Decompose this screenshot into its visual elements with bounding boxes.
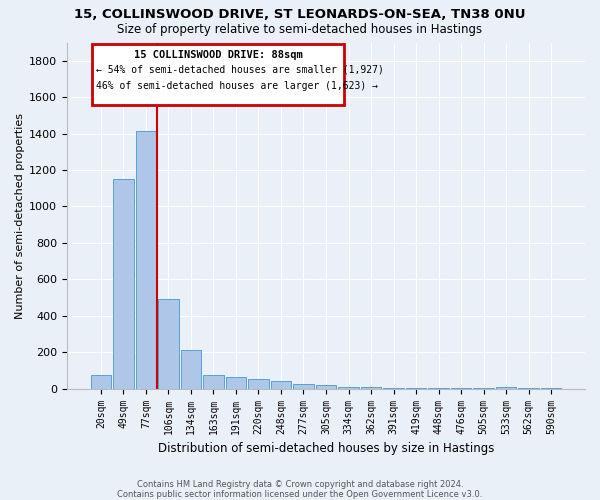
Bar xyxy=(113,179,134,388)
Text: 15 COLLINSWOOD DRIVE: 88sqm: 15 COLLINSWOOD DRIVE: 88sqm xyxy=(134,50,302,60)
Bar xyxy=(158,300,179,388)
Bar xyxy=(293,384,314,388)
Text: 15, COLLINSWOOD DRIVE, ST LEONARDS-ON-SEA, TN38 0NU: 15, COLLINSWOOD DRIVE, ST LEONARDS-ON-SE… xyxy=(74,8,526,20)
Text: Contains public sector information licensed under the Open Government Licence v3: Contains public sector information licen… xyxy=(118,490,482,499)
Text: 46% of semi-detached houses are larger (1,623) →: 46% of semi-detached houses are larger (… xyxy=(97,81,379,91)
Bar xyxy=(91,375,111,388)
Bar xyxy=(316,386,337,388)
Y-axis label: Number of semi-detached properties: Number of semi-detached properties xyxy=(15,112,25,318)
Bar xyxy=(226,377,247,388)
Bar xyxy=(248,378,269,388)
Text: Contains HM Land Registry data © Crown copyright and database right 2024.: Contains HM Land Registry data © Crown c… xyxy=(137,480,463,489)
FancyBboxPatch shape xyxy=(92,44,344,106)
Bar xyxy=(181,350,202,389)
Bar xyxy=(271,382,292,388)
Bar xyxy=(203,375,224,388)
Text: Size of property relative to semi-detached houses in Hastings: Size of property relative to semi-detach… xyxy=(118,22,482,36)
Text: ← 54% of semi-detached houses are smaller (1,927): ← 54% of semi-detached houses are smalle… xyxy=(97,64,384,74)
Bar xyxy=(338,387,359,388)
Bar xyxy=(361,387,382,388)
Bar xyxy=(136,131,156,388)
X-axis label: Distribution of semi-detached houses by size in Hastings: Distribution of semi-detached houses by … xyxy=(158,442,494,455)
Bar xyxy=(496,386,517,388)
